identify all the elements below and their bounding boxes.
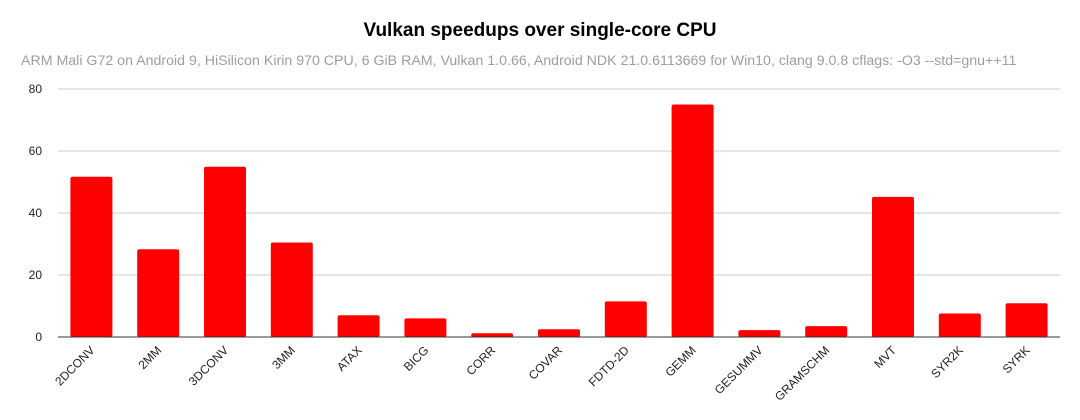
bar-gesummv: [738, 330, 781, 337]
x-tick-label: SYRK: [1000, 343, 1033, 376]
chart-title: Vulkan speedups over single-core CPU: [363, 20, 717, 41]
y-axis-ticks: 0 20 40 60 80: [29, 82, 43, 344]
x-tick-label: FDTD-2D: [586, 343, 632, 389]
bar-syr2k: [938, 313, 981, 337]
bar-gramschm: [805, 326, 848, 337]
y-tick-label: 80: [29, 82, 43, 96]
x-tick-label: 2MM: [136, 343, 165, 372]
x-tick-label: 3DCONV: [186, 343, 231, 388]
bar-bicg: [404, 318, 447, 337]
bar-syrk: [1005, 303, 1048, 337]
bar-mvt: [872, 196, 914, 337]
bar-3mm: [270, 242, 313, 337]
bar-covar: [538, 329, 580, 337]
bar-3dconv: [204, 166, 246, 337]
x-tick-label: 3MM: [269, 343, 298, 372]
x-tick-label: 2DCONV: [52, 343, 97, 388]
bars: [70, 104, 1048, 337]
bar-2mm: [137, 249, 180, 337]
x-tick-label: SYR2K: [928, 343, 966, 381]
bar-2dconv: [70, 176, 113, 337]
bar-gemm: [671, 104, 714, 337]
x-tick-label: CORR: [463, 343, 498, 378]
x-tick-label: COVAR: [526, 343, 566, 383]
y-tick-label: 20: [29, 268, 43, 282]
x-tick-label: GESUMMV: [712, 343, 766, 397]
bar-corr: [471, 333, 514, 337]
x-tick-label: MVT: [871, 343, 899, 371]
y-tick-label: 60: [29, 144, 43, 158]
y-tick-label: 40: [29, 206, 43, 220]
x-tick-label: ATAX: [334, 343, 365, 374]
x-tick-label: GRAMSCHM: [772, 343, 832, 403]
chart-subtitle: ARM Mali G72 on Android 9, HiSilicon Kir…: [21, 53, 1017, 69]
x-tick-label: BICG: [401, 343, 432, 374]
y-tick-label: 0: [35, 330, 42, 344]
x-tick-label: GEMM: [662, 343, 698, 379]
x-axis-ticks: 2DCONV 2MM 3DCONV 3MM ATAX BICG CORR COVAR FDTD-…: [52, 343, 1032, 404]
bar-fdtd-2d: [604, 301, 647, 337]
bar-atax: [337, 315, 380, 337]
